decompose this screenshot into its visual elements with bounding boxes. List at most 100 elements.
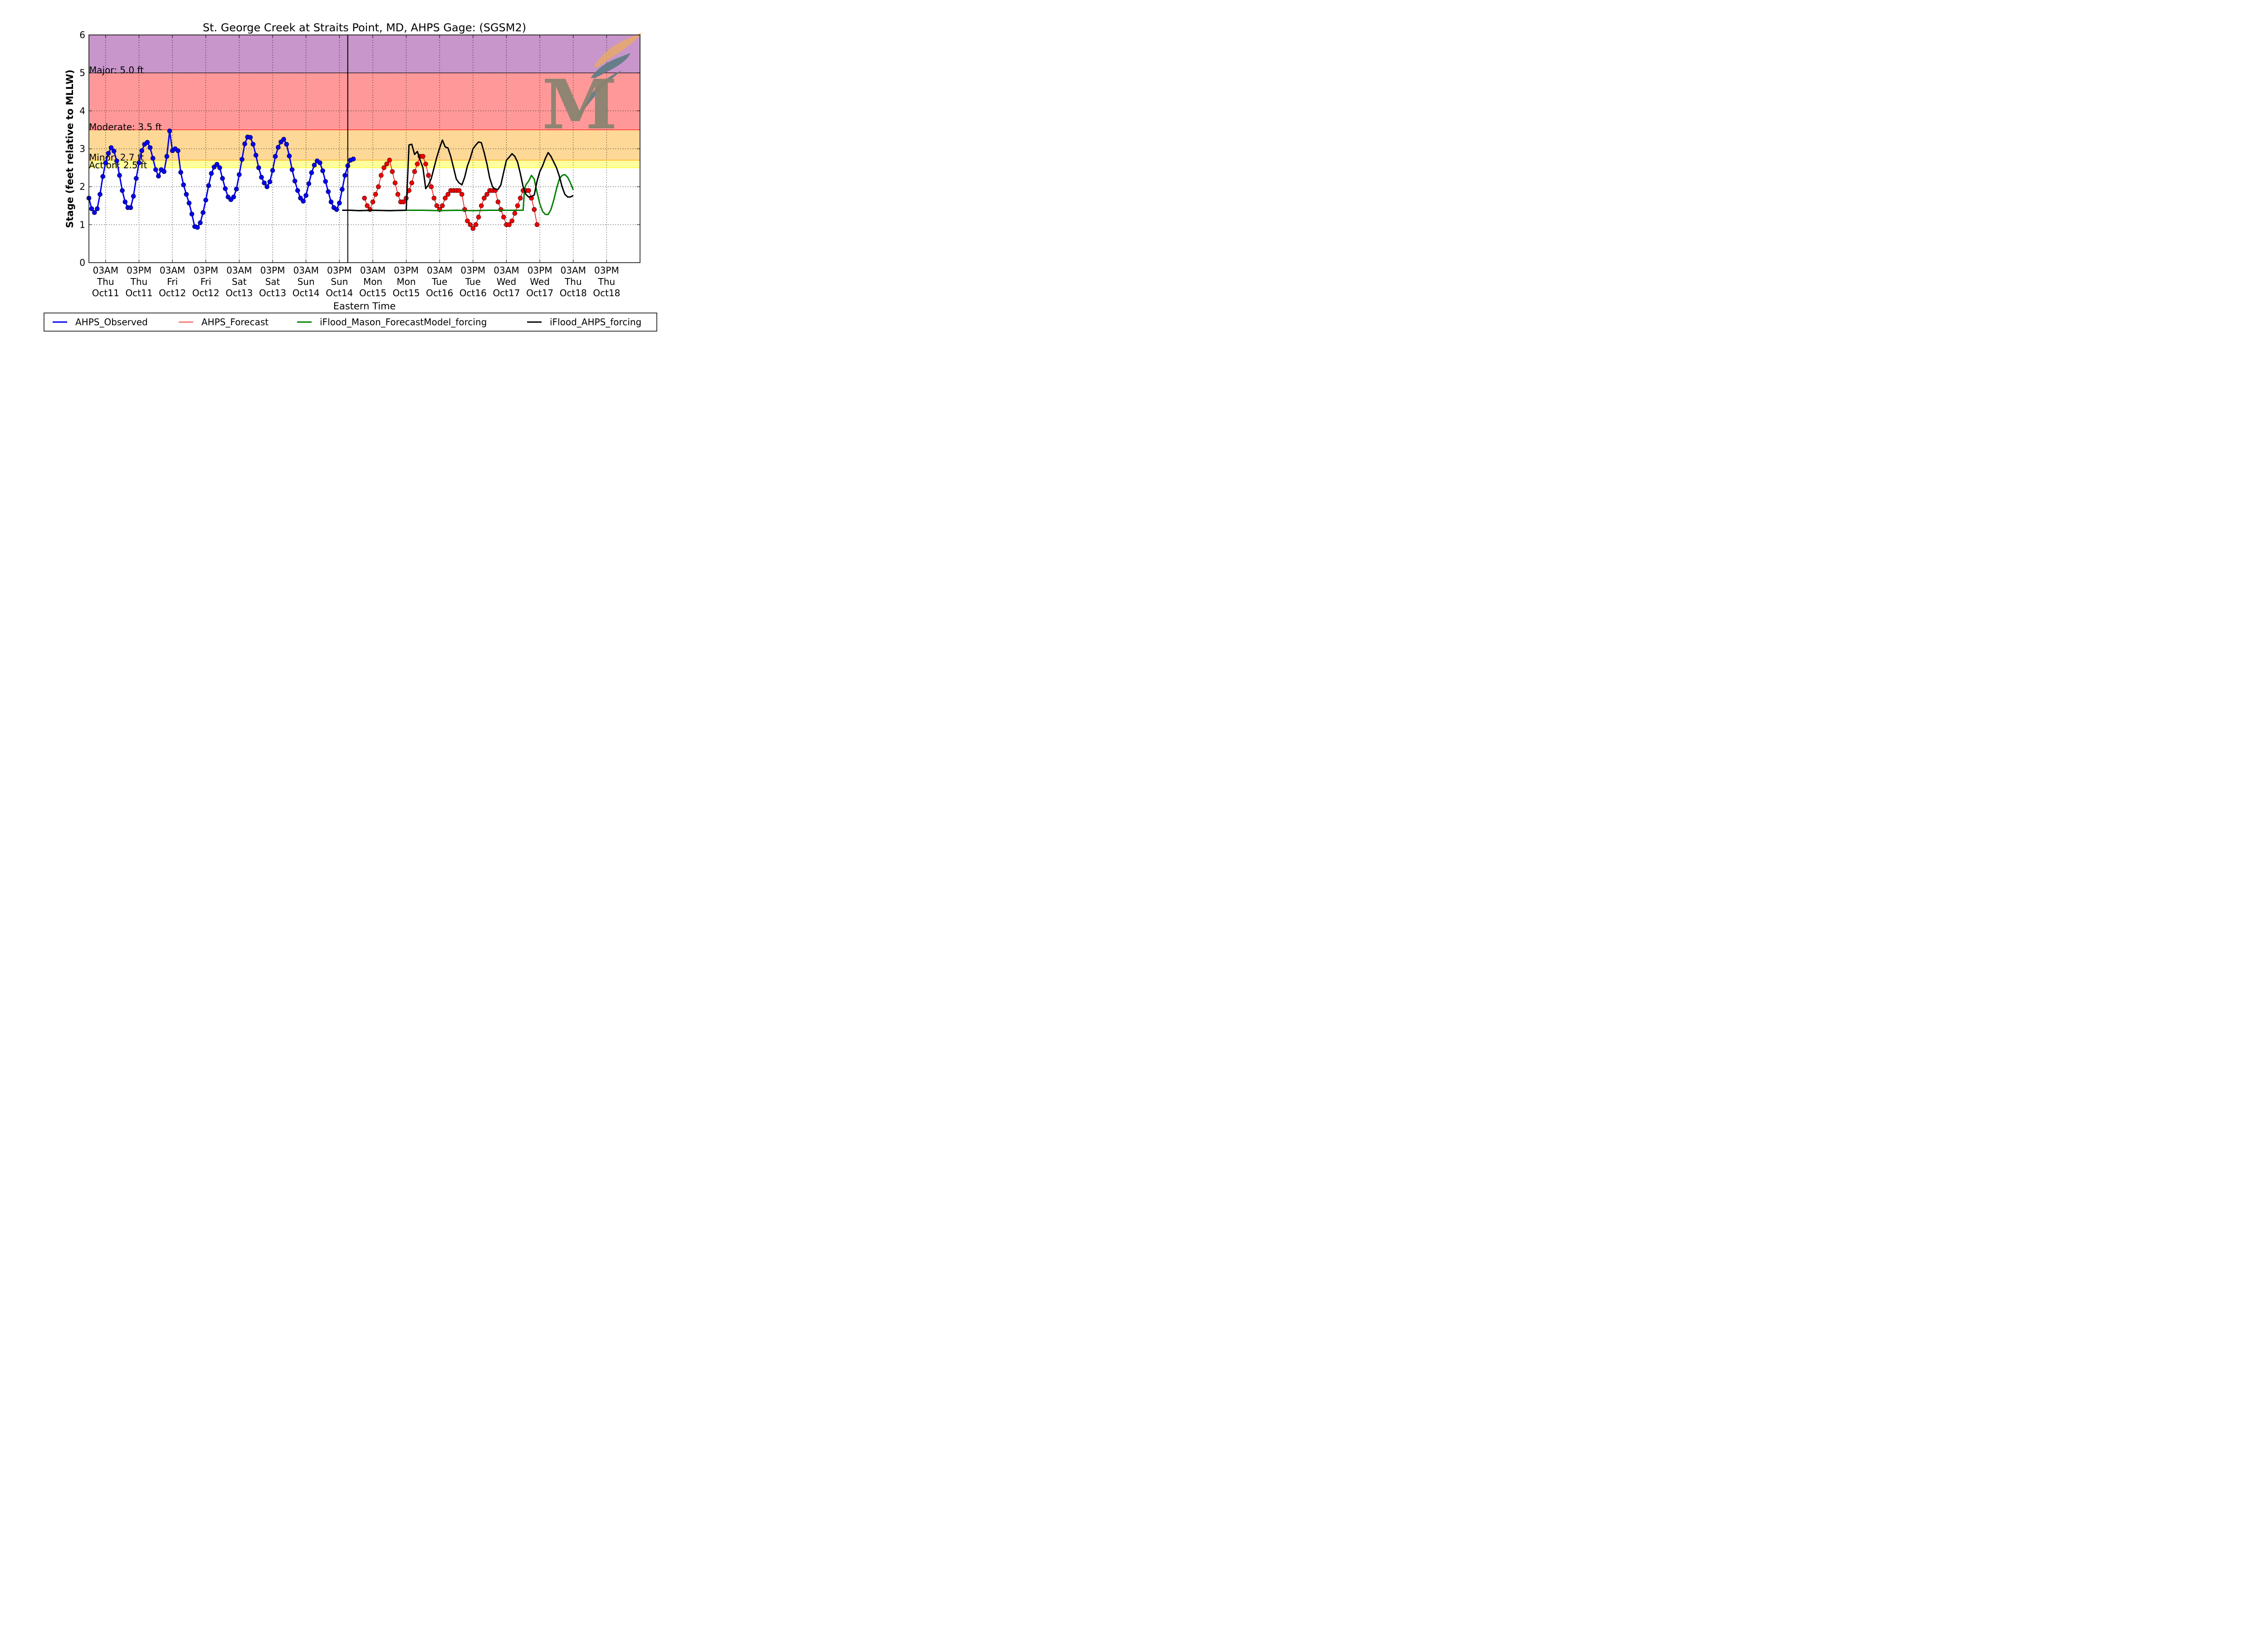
x-tick-label-line: Wed (497, 276, 517, 287)
data-point (495, 199, 501, 205)
data-point (237, 172, 242, 177)
x-tick-label-line: Sun (331, 276, 348, 287)
x-tick-label-line: Oct15 (393, 288, 420, 298)
data-point (167, 128, 172, 134)
data-point (145, 140, 150, 145)
flood-bands (89, 35, 640, 168)
data-point (334, 207, 339, 212)
data-point (206, 183, 211, 188)
data-point (501, 215, 506, 220)
data-point (111, 148, 117, 154)
data-point (164, 154, 170, 159)
data-point (253, 152, 259, 158)
x-tick-label-line: 03AM (226, 265, 252, 276)
chart-title: St. George Creek at Straits Point, MD, A… (203, 21, 526, 34)
legend-label: AHPS_Observed (75, 317, 148, 328)
x-tick-label: 03AM Thu Oct18 (560, 265, 587, 298)
data-point (351, 156, 356, 161)
data-point (473, 222, 479, 227)
y-tick-label: 3 (79, 143, 85, 154)
data-point (120, 188, 125, 193)
data-point (507, 222, 512, 227)
data-point (270, 168, 275, 173)
data-point (184, 192, 189, 197)
data-point (214, 161, 220, 167)
data-point (534, 222, 540, 227)
band-action (89, 160, 640, 168)
x-tick-label: 03AM Wed Oct17 (493, 265, 520, 298)
data-point (532, 207, 537, 212)
data-series (86, 128, 574, 231)
x-tick-label-line: Oct14 (326, 288, 353, 298)
x-tick-label: 03AM Fri Oct12 (159, 265, 186, 298)
data-point (281, 137, 286, 142)
data-point (200, 210, 205, 215)
x-tick-label-line: Sat (232, 276, 247, 287)
data-point (390, 169, 395, 174)
data-point (147, 145, 153, 150)
x-tick-label-line: Oct16 (459, 288, 487, 298)
x-tick-label-line: 03AM (93, 265, 118, 276)
data-point (292, 178, 298, 184)
data-point (137, 160, 142, 166)
data-point (370, 199, 376, 205)
data-point (476, 215, 481, 220)
x-tick-label: 03PM Thu Oct11 (125, 265, 152, 298)
data-point (209, 171, 214, 176)
x-tick-label-line: 03PM (327, 265, 352, 276)
data-point (515, 203, 520, 208)
series-iFlood_AHPS_forcing (342, 139, 574, 211)
data-point (89, 206, 94, 211)
x-tick-label-line: Oct14 (293, 288, 320, 298)
band-minor (89, 130, 640, 161)
y-tick-label: 5 (79, 68, 85, 78)
data-point (220, 176, 225, 181)
threshold-label: Moderate: 3.5 ft (89, 122, 162, 132)
data-point (92, 210, 97, 215)
data-point (114, 158, 119, 164)
data-point (264, 184, 270, 190)
data-point (328, 199, 334, 205)
data-point (323, 179, 328, 184)
x-tick-label-line: 03AM (561, 265, 586, 276)
x-axis-label: Eastern Time (333, 301, 396, 312)
x-tick-label-line: 03AM (293, 265, 318, 276)
data-point (426, 173, 431, 178)
logo-swoosh-orange (593, 33, 642, 67)
logo-swoosh-teal (591, 53, 631, 78)
data-point (287, 153, 292, 159)
data-point (256, 165, 261, 171)
x-tick-label: 03PM Mon Oct15 (393, 265, 420, 298)
data-point (198, 220, 203, 225)
data-point (262, 180, 267, 186)
series-line (342, 174, 574, 215)
legend-label: AHPS_Forecast (201, 317, 269, 328)
x-tick-label-line: 03AM (160, 265, 185, 276)
data-point (320, 168, 325, 173)
legend-label: iFlood_AHPS_forcing (550, 317, 641, 328)
data-point (223, 186, 228, 191)
x-tick-label-line: 03PM (528, 265, 552, 276)
data-point (440, 203, 445, 208)
x-tick-label-line: 03PM (127, 265, 152, 276)
data-point (518, 196, 523, 201)
x-tick-label-line: Oct16 (426, 288, 453, 298)
data-point (376, 184, 381, 190)
data-point (365, 203, 370, 208)
x-tick-label-line: 03AM (427, 265, 452, 276)
y-tick-label: 6 (79, 29, 85, 40)
x-tick-label-line: Thu (564, 276, 582, 287)
data-point (95, 206, 100, 211)
data-point (195, 225, 200, 230)
x-tick-label-line: Oct13 (259, 288, 286, 298)
x-tick-label-line: Oct11 (125, 288, 152, 298)
data-point (108, 145, 114, 150)
data-point (401, 199, 406, 205)
data-point (482, 196, 487, 201)
y-tick-label: 0 (79, 257, 85, 268)
data-point (117, 173, 122, 178)
data-point (150, 156, 156, 161)
series-line (342, 139, 574, 211)
x-tick-label-line: Mon (363, 276, 382, 287)
data-point (423, 161, 428, 166)
